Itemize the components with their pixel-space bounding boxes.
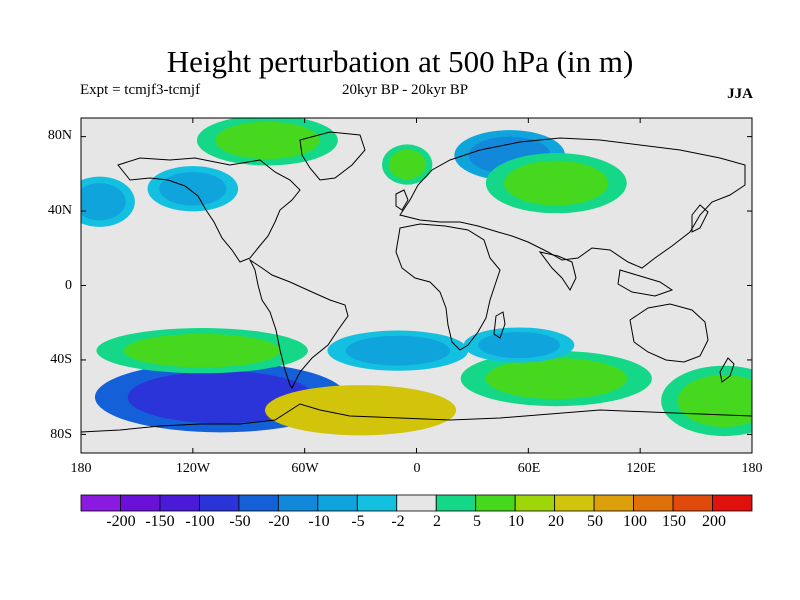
colorbar-label: 100 — [623, 513, 647, 530]
colorbar-label: -100 — [185, 513, 215, 530]
lon-tick-label: 180 — [70, 461, 92, 476]
colorbar-swatch — [435, 494, 477, 512]
lat-tick-label: 40N — [47, 203, 72, 218]
lon-tick-label: 60E — [517, 461, 541, 476]
coastlines — [81, 131, 752, 433]
colorbar-label: -2 — [391, 513, 405, 530]
colorbar-label: -10 — [308, 513, 330, 530]
blob-sh-green-indian — [485, 358, 628, 400]
colorbar-label: 20 — [548, 513, 564, 530]
colorbar-swatch — [80, 494, 121, 512]
colorbar-swatch — [317, 494, 358, 512]
colorbar-swatch — [356, 494, 398, 512]
page-title: Height perturbation at 500 hPa (in m) — [166, 44, 634, 79]
colorbar-swatch — [396, 494, 437, 512]
blob-sh-green-au — [677, 374, 752, 427]
coast-new-zealand — [719, 357, 735, 383]
lat-tick-label: 80N — [47, 128, 72, 143]
colorbar-swatch — [475, 494, 516, 512]
coast-greenland — [299, 131, 366, 181]
colorbar-swatch — [672, 494, 713, 512]
lon-tick-label: 180 — [741, 461, 763, 476]
lon-tick-label: 120W — [175, 461, 211, 476]
colorbar-swatch — [554, 494, 595, 512]
colorbar-swatch — [199, 494, 240, 512]
coast-australia — [629, 303, 709, 363]
colorbar-swatch — [120, 494, 161, 512]
coast-north-america — [117, 157, 301, 263]
coast-antarctica — [81, 403, 752, 433]
colorbar-label: -200 — [106, 513, 136, 530]
experiment-label: Expt = tcmjf3-tcmjf — [80, 82, 201, 98]
colorbar-label: -20 — [268, 513, 290, 530]
blob-nh-blue-na — [159, 171, 227, 206]
colorbar-swatch — [514, 494, 556, 512]
coast-south-america — [248, 258, 349, 389]
colorbar-label: -50 — [229, 513, 251, 530]
period-label: 20kyr BP - 20kyr BP — [342, 82, 469, 98]
blob-sh-blue-indian — [478, 332, 561, 359]
axis-ticks — [80, 118, 753, 453]
lon-tick-label: 120E — [626, 461, 656, 476]
colorbar-label: 150 — [662, 513, 686, 530]
colorbar-label: -5 — [351, 513, 365, 530]
colorbar — [80, 494, 753, 512]
coast-eurasia — [399, 137, 746, 269]
colorbar-label: 50 — [587, 513, 603, 530]
coast-india — [538, 251, 577, 291]
colorbar-swatch — [593, 494, 634, 512]
blob-sh-blue-atlantic — [345, 335, 451, 366]
season-label: JJA — [727, 86, 753, 102]
lat-tick-label: 80S — [50, 427, 72, 442]
lon-tick-label: 60W — [291, 461, 319, 476]
colorbar-swatch — [159, 494, 200, 512]
blob-nh-green-europe — [388, 149, 426, 180]
contour-fields — [81, 118, 752, 437]
lat-tick-label: 40S — [50, 352, 72, 367]
colorbar-label: -150 — [145, 513, 175, 530]
colorbar-label: 200 — [702, 513, 726, 530]
colorbar-label: 10 — [508, 513, 524, 530]
colorbar-label: 5 — [473, 513, 481, 530]
colorbar-swatch — [277, 494, 319, 512]
lat-tick-label: 0 — [65, 278, 72, 293]
blob-nh-green-asia — [504, 160, 609, 206]
coast-madagascar — [493, 311, 506, 339]
coast-africa — [395, 223, 501, 351]
colorbar-label: 2 — [433, 513, 441, 530]
blob-sh-green-pacific — [123, 333, 281, 368]
colorbar-swatch — [712, 494, 753, 512]
coast-japan — [691, 204, 709, 233]
lon-tick-label: 0 — [413, 461, 421, 476]
colorbar-swatch — [238, 494, 279, 512]
colorbar-swatch — [633, 494, 674, 512]
blob-sh-orange-atlantic — [289, 391, 432, 429]
coast-se-asia — [617, 269, 674, 297]
coast-uk — [395, 189, 409, 211]
blob-nh-blue-pacific — [81, 183, 126, 221]
blob-nh-green-greenland — [215, 121, 320, 159]
